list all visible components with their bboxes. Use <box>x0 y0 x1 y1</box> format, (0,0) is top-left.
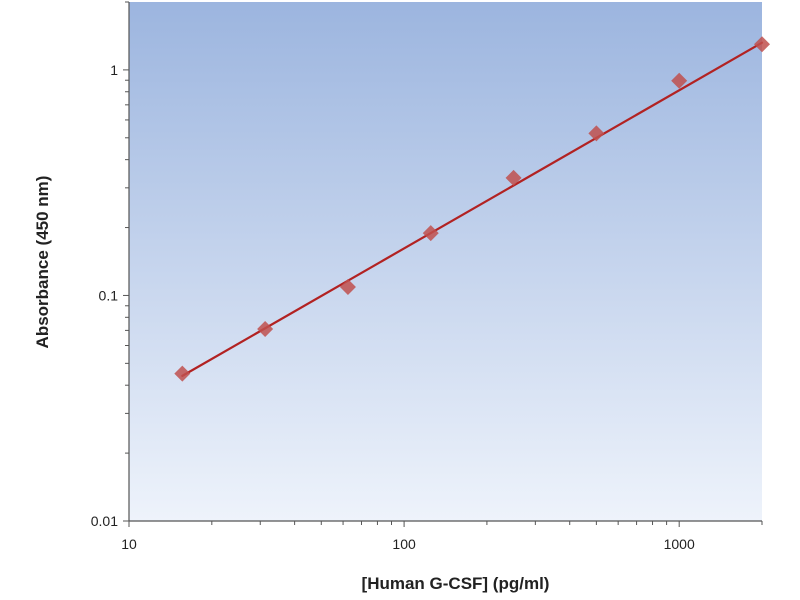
fit-line <box>181 41 764 377</box>
data-point <box>339 279 356 296</box>
data-points-layer <box>174 36 770 382</box>
x-tick-label: 100 <box>392 536 416 552</box>
y-tick-label: 0.1 <box>99 287 119 303</box>
plot-area <box>129 2 762 521</box>
data-point <box>754 36 770 53</box>
data-point <box>588 125 605 142</box>
y-tick-label: 1 <box>110 62 118 78</box>
x-tick-label: 10 <box>121 536 137 552</box>
ticks-layer: 10 100 1000 0.01 0.1 1 <box>91 1 763 552</box>
fit-line-layer <box>181 41 764 377</box>
x-tick-label: 1000 <box>664 536 695 552</box>
data-point <box>174 365 191 382</box>
data-point <box>422 225 439 242</box>
y-axis-title: Absorbance (450 nm) <box>33 176 52 349</box>
y-tick-label: 0.01 <box>91 513 118 529</box>
data-point <box>671 72 688 89</box>
data-point <box>257 320 274 337</box>
x-axis-title: [Human G-CSF] (pg/ml) <box>362 574 550 593</box>
axes-layer <box>128 2 762 522</box>
data-point <box>505 169 522 186</box>
